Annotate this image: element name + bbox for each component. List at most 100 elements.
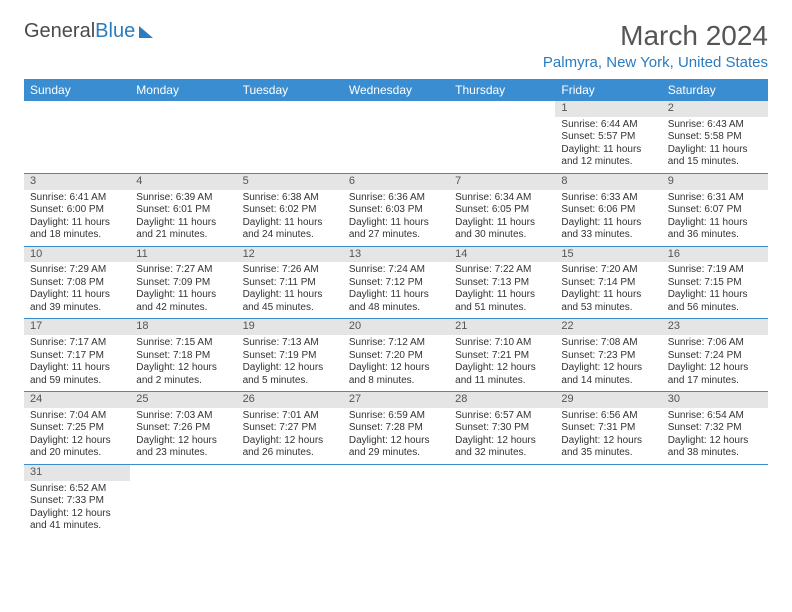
empty-cell [237, 465, 343, 537]
sunrise-line: Sunrise: 6:33 AM [561, 192, 655, 205]
sunrise-line: Sunrise: 6:38 AM [243, 192, 337, 205]
daylight-line-1: Daylight: 11 hours [668, 144, 762, 157]
header: GeneralBlue March 2024 Palmyra, New York… [24, 20, 768, 71]
sunrise-line: Sunrise: 7:19 AM [668, 264, 762, 277]
sunset-line: Sunset: 6:03 PM [349, 204, 443, 217]
sunrise-line: Sunrise: 7:24 AM [349, 264, 443, 277]
daylight-line-2: and 21 minutes. [136, 229, 230, 242]
day-number: 1 [555, 101, 661, 117]
daylight-line-1: Daylight: 11 hours [136, 289, 230, 302]
daylight-line-2: and 51 minutes. [455, 302, 549, 315]
sunrise-line: Sunrise: 6:52 AM [30, 483, 124, 496]
sunset-line: Sunset: 7:18 PM [136, 350, 230, 363]
sunrise-line: Sunrise: 7:27 AM [136, 264, 230, 277]
empty-cell [237, 101, 343, 173]
daylight-line-2: and 35 minutes. [561, 447, 655, 460]
sunrise-line: Sunrise: 7:26 AM [243, 264, 337, 277]
sunrise-line: Sunrise: 6:31 AM [668, 192, 762, 205]
day-number: 22 [555, 319, 661, 335]
daylight-line-1: Daylight: 11 hours [30, 289, 124, 302]
day-details: Sunrise: 6:57 AMSunset: 7:30 PMDaylight:… [449, 408, 555, 464]
sunset-line: Sunset: 7:11 PM [243, 277, 337, 290]
sunset-line: Sunset: 7:25 PM [30, 422, 124, 435]
empty-cell [130, 101, 236, 173]
day-number: 16 [662, 247, 768, 263]
day-header-cell: Wednesday [343, 79, 449, 101]
day-number: 11 [130, 247, 236, 263]
daylight-line-2: and 45 minutes. [243, 302, 337, 315]
daylight-line-1: Daylight: 12 hours [561, 435, 655, 448]
sunrise-line: Sunrise: 7:13 AM [243, 337, 337, 350]
daylight-line-2: and 26 minutes. [243, 447, 337, 460]
day-cell: 13Sunrise: 7:24 AMSunset: 7:12 PMDayligh… [343, 247, 449, 319]
sunset-line: Sunset: 7:08 PM [30, 277, 124, 290]
day-details: Sunrise: 7:10 AMSunset: 7:21 PMDaylight:… [449, 335, 555, 391]
sunset-line: Sunset: 6:05 PM [455, 204, 549, 217]
daylight-line-2: and 23 minutes. [136, 447, 230, 460]
day-header-cell: Friday [555, 79, 661, 101]
daylight-line-1: Daylight: 12 hours [668, 362, 762, 375]
daylight-line-2: and 5 minutes. [243, 375, 337, 388]
location: Palmyra, New York, United States [543, 54, 768, 71]
sunset-line: Sunset: 7:14 PM [561, 277, 655, 290]
sunrise-line: Sunrise: 7:01 AM [243, 410, 337, 423]
day-details: Sunrise: 6:34 AMSunset: 6:05 PMDaylight:… [449, 190, 555, 246]
day-number: 5 [237, 174, 343, 190]
day-cell: 17Sunrise: 7:17 AMSunset: 7:17 PMDayligh… [24, 319, 130, 391]
daylight-line-1: Daylight: 11 hours [455, 289, 549, 302]
day-number: 13 [343, 247, 449, 263]
daylight-line-1: Daylight: 11 hours [561, 144, 655, 157]
day-header-row: SundayMondayTuesdayWednesdayThursdayFrid… [24, 79, 768, 101]
daylight-line-2: and 29 minutes. [349, 447, 443, 460]
daylight-line-1: Daylight: 12 hours [561, 362, 655, 375]
sunrise-line: Sunrise: 6:54 AM [668, 410, 762, 423]
day-number: 26 [237, 392, 343, 408]
sunset-line: Sunset: 7:12 PM [349, 277, 443, 290]
daylight-line-1: Daylight: 12 hours [668, 435, 762, 448]
day-details: Sunrise: 7:29 AMSunset: 7:08 PMDaylight:… [24, 262, 130, 318]
sunrise-line: Sunrise: 6:36 AM [349, 192, 443, 205]
day-cell: 11Sunrise: 7:27 AMSunset: 7:09 PMDayligh… [130, 247, 236, 319]
sunset-line: Sunset: 7:33 PM [30, 495, 124, 508]
day-cell: 12Sunrise: 7:26 AMSunset: 7:11 PMDayligh… [237, 247, 343, 319]
week-row: 3Sunrise: 6:41 AMSunset: 6:00 PMDaylight… [24, 174, 768, 247]
day-cell: 8Sunrise: 6:33 AMSunset: 6:06 PMDaylight… [555, 174, 661, 246]
day-details: Sunrise: 6:41 AMSunset: 6:00 PMDaylight:… [24, 190, 130, 246]
sunset-line: Sunset: 7:32 PM [668, 422, 762, 435]
sunrise-line: Sunrise: 7:15 AM [136, 337, 230, 350]
day-cell: 6Sunrise: 6:36 AMSunset: 6:03 PMDaylight… [343, 174, 449, 246]
daylight-line-2: and 27 minutes. [349, 229, 443, 242]
empty-cell [343, 101, 449, 173]
daylight-line-1: Daylight: 11 hours [668, 217, 762, 230]
sunset-line: Sunset: 5:57 PM [561, 131, 655, 144]
empty-cell [555, 465, 661, 537]
day-details: Sunrise: 7:15 AMSunset: 7:18 PMDaylight:… [130, 335, 236, 391]
sail-icon [139, 26, 153, 38]
day-details: Sunrise: 7:03 AMSunset: 7:26 PMDaylight:… [130, 408, 236, 464]
day-details: Sunrise: 6:31 AMSunset: 6:07 PMDaylight:… [662, 190, 768, 246]
day-header-cell: Monday [130, 79, 236, 101]
sunrise-line: Sunrise: 7:12 AM [349, 337, 443, 350]
daylight-line-1: Daylight: 11 hours [349, 217, 443, 230]
daylight-line-1: Daylight: 12 hours [455, 362, 549, 375]
sunset-line: Sunset: 7:13 PM [455, 277, 549, 290]
empty-cell [662, 465, 768, 537]
daylight-line-1: Daylight: 11 hours [349, 289, 443, 302]
daylight-line-2: and 48 minutes. [349, 302, 443, 315]
day-number: 27 [343, 392, 449, 408]
sunset-line: Sunset: 7:17 PM [30, 350, 124, 363]
day-details: Sunrise: 7:24 AMSunset: 7:12 PMDaylight:… [343, 262, 449, 318]
day-cell: 21Sunrise: 7:10 AMSunset: 7:21 PMDayligh… [449, 319, 555, 391]
sunset-line: Sunset: 7:26 PM [136, 422, 230, 435]
day-details: Sunrise: 7:12 AMSunset: 7:20 PMDaylight:… [343, 335, 449, 391]
day-number: 20 [343, 319, 449, 335]
week-row: 31Sunrise: 6:52 AMSunset: 7:33 PMDayligh… [24, 465, 768, 537]
logo: GeneralBlue [24, 20, 153, 43]
sunset-line: Sunset: 7:23 PM [561, 350, 655, 363]
daylight-line-2: and 14 minutes. [561, 375, 655, 388]
calendar-body: 1Sunrise: 6:44 AMSunset: 5:57 PMDaylight… [24, 101, 768, 537]
sunset-line: Sunset: 7:30 PM [455, 422, 549, 435]
daylight-line-2: and 20 minutes. [30, 447, 124, 460]
sunset-line: Sunset: 7:09 PM [136, 277, 230, 290]
day-number: 7 [449, 174, 555, 190]
